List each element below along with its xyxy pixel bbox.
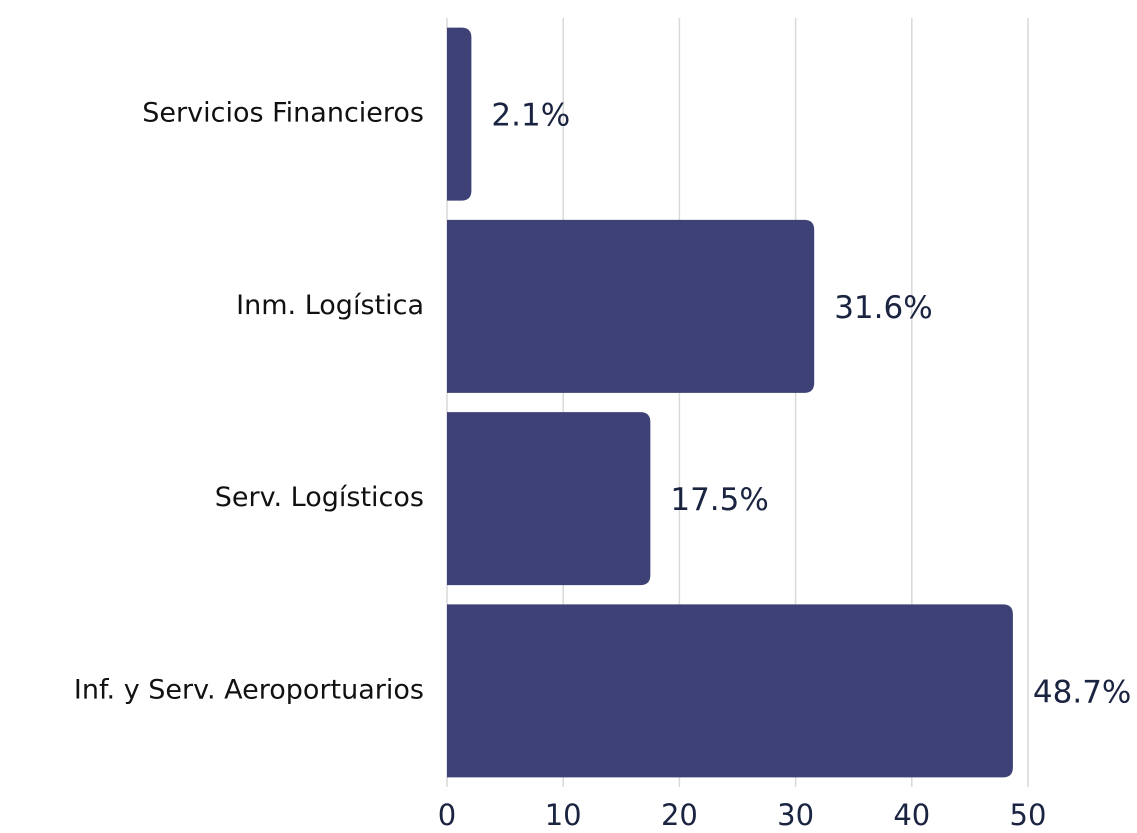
x-tick-label: 30 xyxy=(777,798,814,832)
y-tick-label: Inf. y Serv. Aeroportuarios xyxy=(74,674,424,705)
x-tick-label: 20 xyxy=(661,798,698,832)
x-tick-label: 0 xyxy=(438,798,456,832)
y-tick-label: Servicios Financieros xyxy=(142,98,424,129)
y-tick-label: Serv. Logísticos xyxy=(215,482,424,513)
bar xyxy=(447,219,815,393)
bar xyxy=(447,604,1013,778)
bar xyxy=(447,412,651,586)
value-label: 17.5% xyxy=(670,482,768,518)
value-label: 48.7% xyxy=(1033,674,1131,710)
x-tick-label: 10 xyxy=(545,798,582,832)
x-tick-label: 50 xyxy=(1010,798,1047,832)
value-label: 2.1% xyxy=(491,98,570,134)
value-label: 31.6% xyxy=(834,290,932,326)
bar xyxy=(447,27,472,201)
y-tick-label: Inm. Logística xyxy=(236,290,424,321)
x-tick-label: 40 xyxy=(893,798,930,832)
